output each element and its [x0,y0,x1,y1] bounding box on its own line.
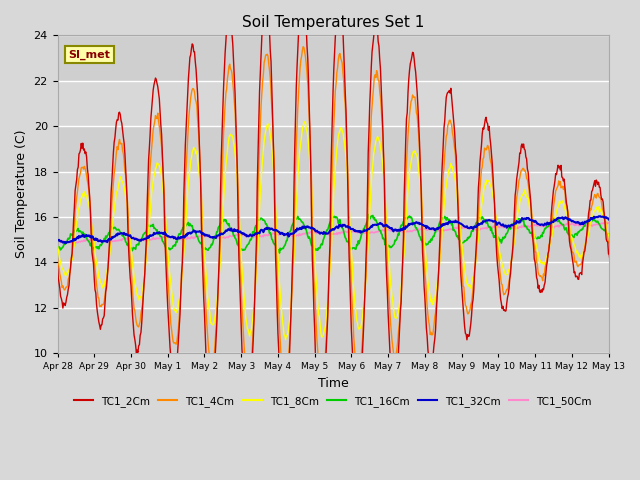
Text: SI_met: SI_met [68,49,111,60]
Bar [58,308,609,353]
Bar [58,217,609,262]
Bar [58,126,609,171]
X-axis label: Time: Time [317,377,348,390]
Bar [58,36,609,81]
Y-axis label: Soil Temperature (C): Soil Temperature (C) [15,130,28,258]
Legend: TC1_2Cm, TC1_4Cm, TC1_8Cm, TC1_16Cm, TC1_32Cm, TC1_50Cm: TC1_2Cm, TC1_4Cm, TC1_8Cm, TC1_16Cm, TC1… [70,392,596,411]
Title: Soil Temperatures Set 1: Soil Temperatures Set 1 [242,15,424,30]
